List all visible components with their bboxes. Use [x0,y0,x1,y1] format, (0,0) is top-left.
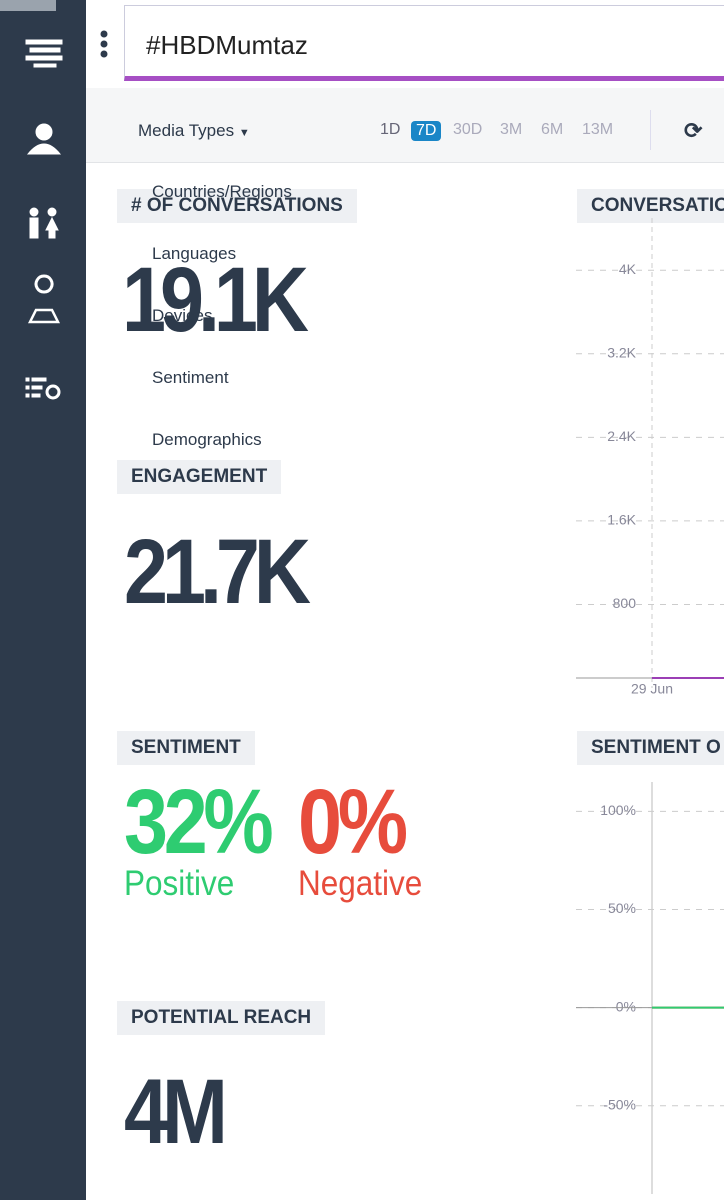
window-tab [0,0,56,11]
refresh-button[interactable]: ⟳ [684,118,703,143]
metric-label: # OF CONVERSATIONS [117,189,357,223]
metric-label: POTENTIAL REACH [117,1001,326,1035]
location-icon[interactable] [34,274,54,294]
chart-title: CONVERSATIO [577,189,724,223]
dropdown-item[interactable]: Demographics [152,430,262,449]
people-icon [47,207,57,217]
y-tick-label: 4K [619,261,637,277]
caret: ▼ [238,127,250,139]
search-list-icon [31,385,43,390]
negative-label: Negative [298,864,423,903]
dropdown-item[interactable]: Sentiment [152,368,229,387]
user-icon-body [26,143,62,155]
logo-bar[interactable] [33,63,57,68]
search-list-icon[interactable] [25,377,30,382]
conversations-chart: 800 1.6K 2.4K 3.2K 4K 29 Jun [576,218,724,697]
search-query[interactable]: #HBDMumtaz [146,30,308,60]
people-icon [29,217,39,239]
user-icon[interactable] [35,123,53,141]
separator [650,110,651,150]
filter-label[interactable]: Media Types [138,121,235,140]
metric-label: SENTIMENT [117,731,255,765]
range-button[interactable]: 1D [380,121,401,138]
metric-label: ENGAGEMENT [117,460,282,494]
range-button[interactable]: 6M [541,121,564,138]
y-tick-label: -50% [603,1096,636,1112]
search-list-icon [31,393,41,398]
logo-bar [25,55,63,61]
y-tick-label: 2.4K [607,428,636,444]
range-button[interactable]: 30D [453,121,483,138]
dropdown-item[interactable]: Devices [152,306,213,325]
range-button[interactable]: 7D [411,121,442,141]
search-list-icon [25,385,30,390]
people-icon [45,216,59,239]
dropdown-item[interactable]: Languages [152,244,237,263]
metric-value: 21.7K [124,521,311,623]
y-tick-label: 3.2K [607,344,636,360]
menu-dots[interactable] [96,30,112,62]
metric-value: 4M [124,1061,228,1163]
toolbar [86,88,724,163]
range-button[interactable]: 3M [500,121,523,138]
logo-bar [29,47,61,53]
logo-bar [25,39,63,45]
search-box[interactable] [124,5,724,81]
y-tick-label: 100% [600,802,636,818]
metric-value: 19.1K [122,249,309,351]
chart-title: SENTIMENT O [577,731,724,765]
search-list-icon [25,393,30,398]
x-tick-label: 29 Jun [631,681,673,697]
search-list-icon [45,384,61,400]
y-tick-label: 50% [608,900,636,916]
range-button[interactable]: 13M [582,121,614,138]
sidebar-icons [25,39,63,400]
people-icon[interactable] [29,207,39,217]
positive-value: 32% [124,771,274,873]
positive-label: Positive [124,864,235,903]
filter-dropdown[interactable]: Media Types ▼ [138,121,250,141]
sidebar [0,0,86,1200]
sentiment-chart: -50% 0% 50% 100% [576,782,724,1194]
search-list-icon [31,377,47,382]
y-tick-label: 0% [616,998,636,1014]
y-tick-label: 800 [613,595,637,611]
y-tick-label: 1.6K [607,512,636,528]
dropdown-item[interactable]: Countries/Regions [152,182,292,201]
location-icon [27,308,61,324]
negative-value: 0% [298,771,408,873]
